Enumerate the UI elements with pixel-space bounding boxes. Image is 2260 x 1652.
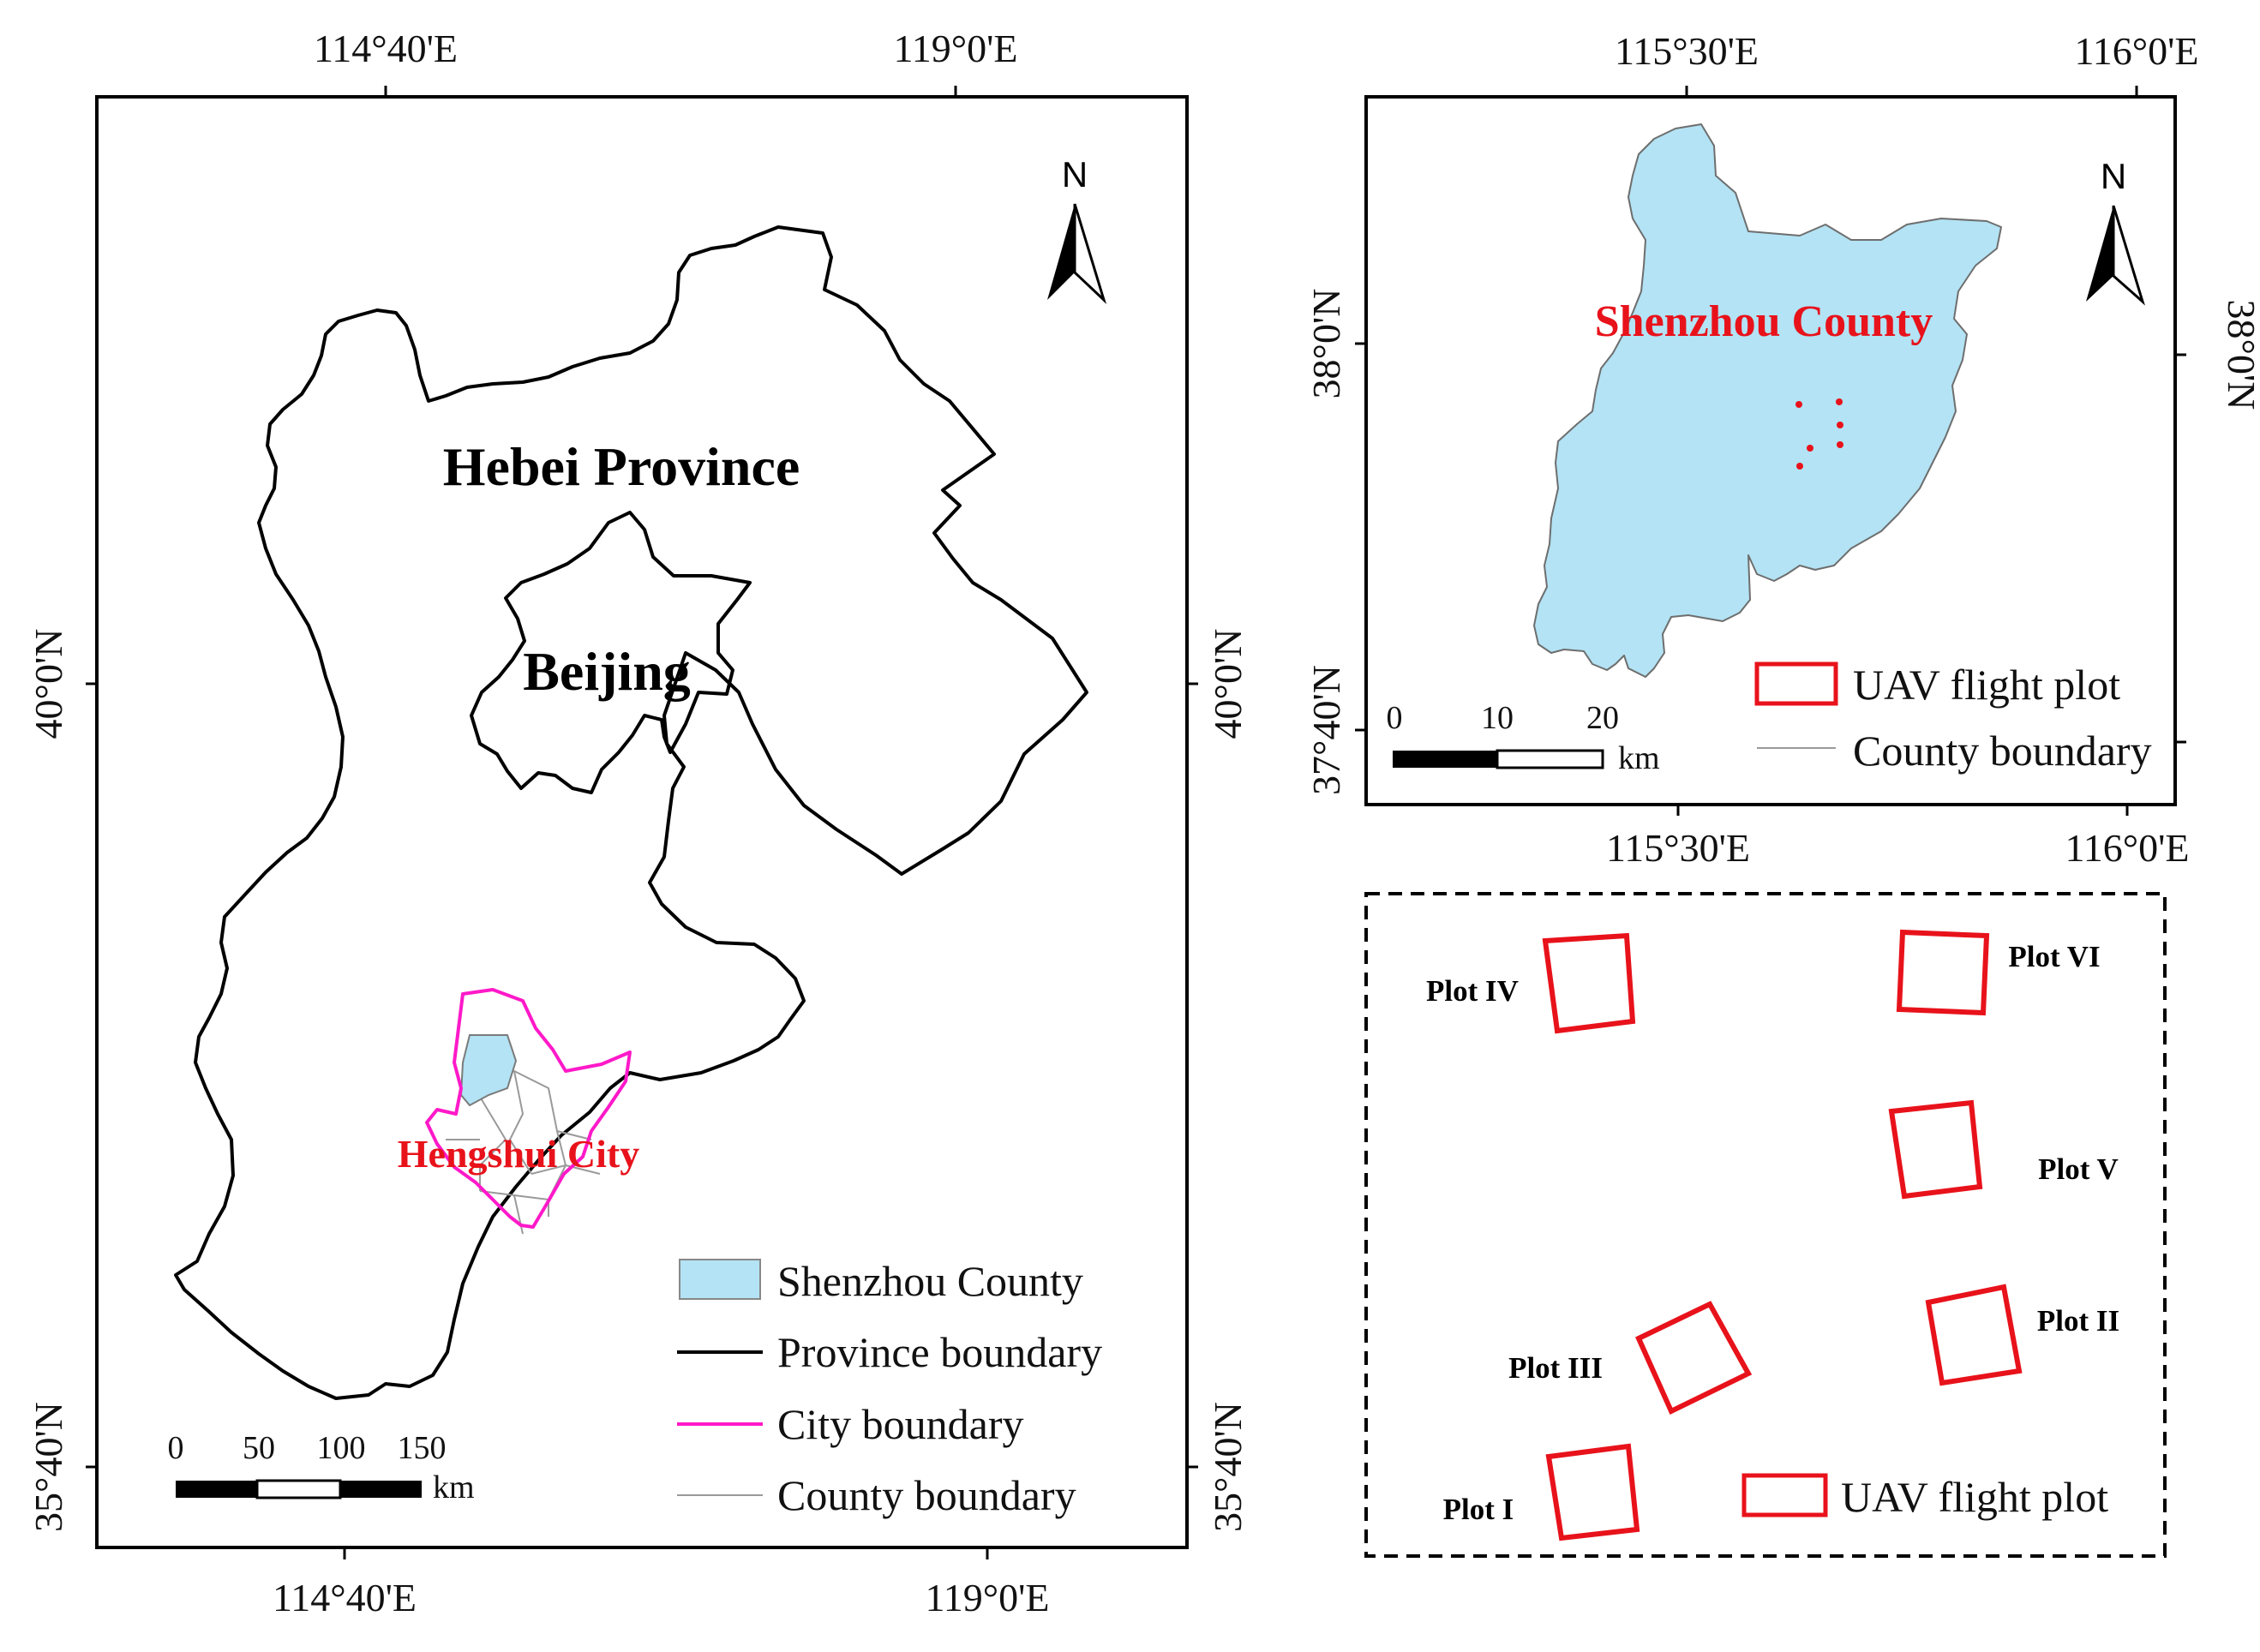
plot-ii-label: Plot II bbox=[2037, 1304, 2119, 1338]
left-map-frame bbox=[95, 95, 1189, 1549]
left-map-panel: 114°40'E 119°0'E 114°40'E 119°0'E 40°0'N… bbox=[27, 27, 1250, 1619]
right-scale-tick-0: 0 bbox=[1387, 700, 1403, 736]
plot-dot bbox=[1836, 398, 1843, 405]
left-legend: Shenzhou County Province boundary City b… bbox=[677, 1257, 1102, 1519]
plot-iii-label: Plot III bbox=[1508, 1351, 1603, 1385]
legend-label-county: County boundary bbox=[777, 1471, 1076, 1519]
plots-panel: Plot IV Plot VI Plot V Plot II Plot III … bbox=[1364, 892, 2167, 1558]
plot-iv-square bbox=[1542, 932, 1636, 1034]
legend-label-county-right: County boundary bbox=[1853, 727, 2152, 775]
plot-v-label: Plot V bbox=[2038, 1152, 2119, 1186]
legend-label-shenzhou: Shenzhou County bbox=[777, 1257, 1083, 1305]
plot-dot bbox=[1807, 445, 1813, 452]
hengshui-city-label: Hengshui City bbox=[398, 1132, 639, 1176]
hebei-province-label: Hebei Province bbox=[443, 436, 800, 497]
plot-dot bbox=[1796, 463, 1803, 470]
right-scale-unit: km bbox=[1618, 740, 1660, 776]
right-bottom-tick-2: 116°0'E bbox=[2065, 826, 2189, 870]
left-scale-tick-0: 0 bbox=[168, 1430, 184, 1466]
right-right-tick-1: 38°0'N bbox=[2220, 300, 2260, 410]
right-map-panel: 115°30'E 116°0'E 115°30'E 116°0'E 38°0'N… bbox=[1304, 29, 2260, 870]
plot-i-square bbox=[1545, 1443, 1640, 1541]
right-map-ticks bbox=[1355, 86, 2186, 816]
plot-vi-label: Plot VI bbox=[2008, 940, 2100, 973]
right-top-tick-2: 116°0'E bbox=[2074, 29, 2198, 73]
right-legend: UAV flight plot County boundary bbox=[1754, 661, 2152, 775]
plots-legend-label: UAV flight plot bbox=[1841, 1473, 2108, 1521]
hengshui-city-boundary bbox=[425, 988, 632, 1229]
right-left-tick-2: 37°40'N bbox=[1304, 665, 1348, 795]
plot-dot bbox=[1837, 441, 1843, 448]
left-right-tick-1: 40°0'N bbox=[1206, 629, 1250, 739]
legend-label-city: City boundary bbox=[777, 1400, 1023, 1448]
plot-dot bbox=[1837, 422, 1843, 428]
left-left-tick-2: 35°40'N bbox=[27, 1402, 70, 1532]
shenzhou-county-detail bbox=[1533, 123, 2002, 678]
left-top-tick-2: 119°0'E bbox=[893, 27, 1017, 70]
right-top-tick-1: 115°30'E bbox=[1615, 29, 1759, 73]
plot-iv-label: Plot IV bbox=[1426, 974, 1519, 1008]
left-scale-unit: km bbox=[433, 1469, 475, 1505]
right-scale-tick-10: 10 bbox=[1481, 700, 1514, 736]
left-map-ticks bbox=[86, 86, 1198, 1559]
left-left-tick-1: 40°0'N bbox=[27, 629, 70, 739]
right-bottom-tick-1: 115°30'E bbox=[1606, 826, 1750, 870]
legend-label-uav: UAV flight plot bbox=[1853, 661, 2120, 709]
plots-panel-frame bbox=[1364, 892, 2167, 1558]
left-scale-bar: 0 50 100 150 km bbox=[168, 1430, 475, 1505]
plot-v-square bbox=[1888, 1099, 1983, 1200]
right-left-tick-1: 38°0'N bbox=[1304, 289, 1348, 399]
plot-i-label: Plot I bbox=[1443, 1493, 1514, 1526]
hebei-province-outline bbox=[174, 225, 1088, 1400]
legend-label-province: Province boundary bbox=[777, 1328, 1102, 1376]
shenzhou-county-label: Shenzhou County bbox=[1595, 297, 1933, 346]
plot-squares bbox=[1542, 929, 2023, 1541]
right-north-arrow: N bbox=[2086, 156, 2145, 306]
plot-ii-square bbox=[1925, 1284, 2023, 1386]
shenzhou-county-small bbox=[459, 1034, 518, 1107]
right-north-letter: N bbox=[2101, 156, 2126, 196]
left-scale-tick-150: 150 bbox=[398, 1430, 447, 1466]
plot-vi-square bbox=[1896, 929, 1990, 1016]
right-map-frame bbox=[1364, 95, 2177, 806]
left-bottom-tick-1: 114°40'E bbox=[273, 1576, 417, 1619]
right-scale-tick-20: 20 bbox=[1586, 700, 1619, 736]
legend-swatch-uav bbox=[1754, 661, 1838, 706]
left-north-letter: N bbox=[1062, 154, 1088, 195]
left-scale-tick-100: 100 bbox=[317, 1430, 366, 1466]
beijing-label: Beijing bbox=[523, 641, 691, 702]
beijing-outline bbox=[470, 511, 752, 794]
right-scale-bar: 0 10 20 km bbox=[1387, 700, 1660, 776]
legend-swatch-shenzhou bbox=[679, 1259, 761, 1300]
left-bottom-tick-2: 119°0'E bbox=[925, 1576, 1049, 1619]
left-top-tick-1: 114°40'E bbox=[314, 27, 458, 70]
plot-iii-square bbox=[1635, 1301, 1753, 1416]
left-right-tick-2: 35°40'N bbox=[1206, 1402, 1250, 1532]
uav-plot-dots bbox=[1795, 398, 1843, 470]
left-north-arrow: N bbox=[1047, 154, 1107, 304]
plot-dot bbox=[1795, 401, 1802, 408]
left-scale-tick-50: 50 bbox=[243, 1430, 275, 1466]
plots-legend-swatch bbox=[1741, 1473, 1828, 1517]
